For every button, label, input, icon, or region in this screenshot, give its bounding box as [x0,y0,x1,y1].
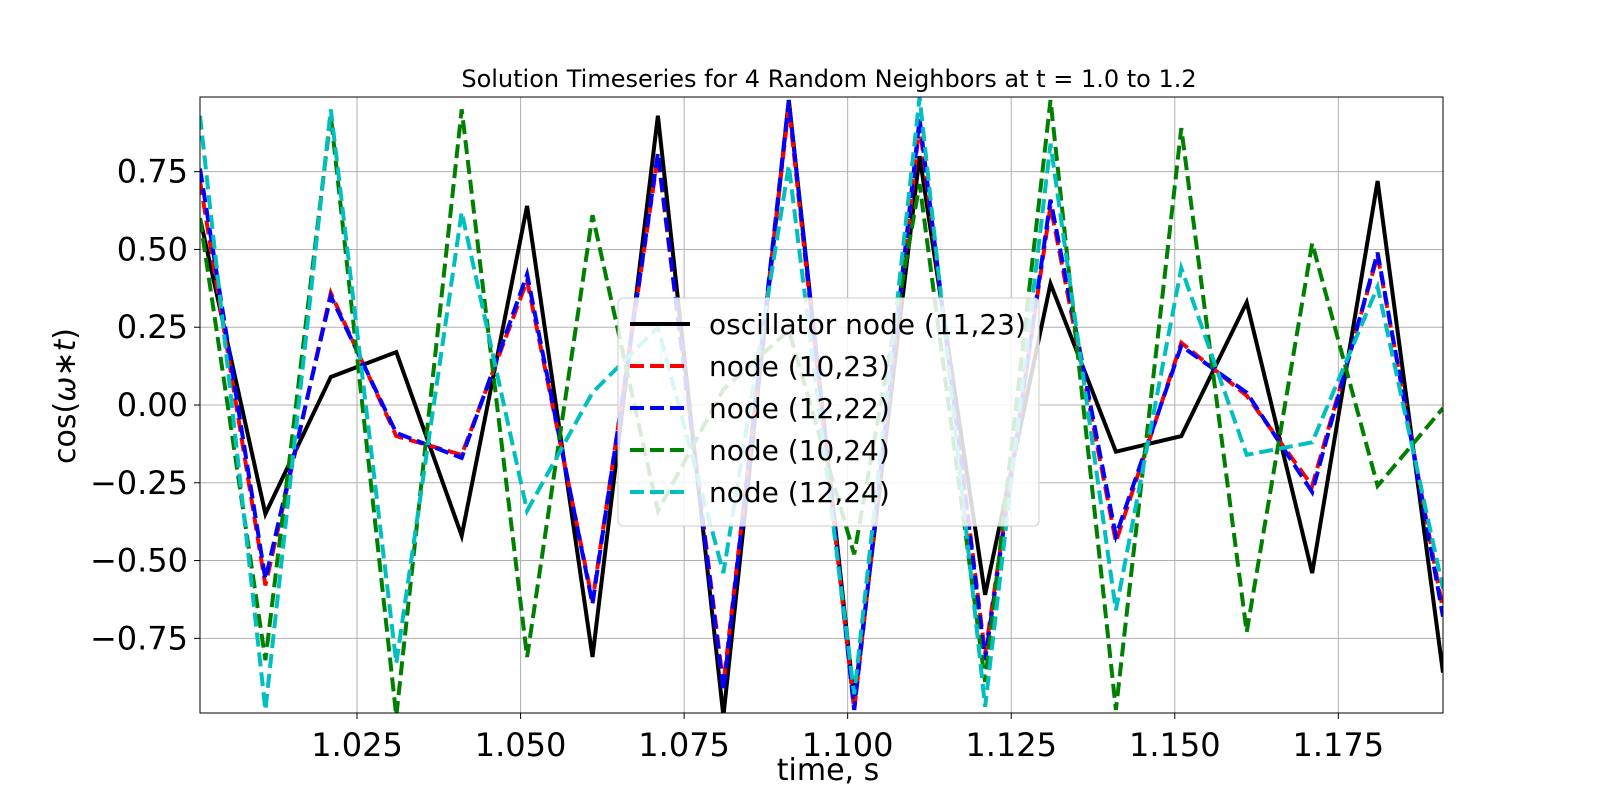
y-axis-label: cos(ω∗t) [48,328,83,464]
y-label-prefix: cos( [48,402,83,464]
y-tick-label: 0.00 [117,386,188,424]
y-tick-label: 0.75 [117,153,188,191]
x-tick-label: 1.100 [802,726,894,764]
y-axis-ticks: 0.75 0.50 0.25 0.00 −0.25 −0.50 −0.75 [90,153,200,657]
x-tick-label: 1.025 [311,726,403,764]
legend-label-4: node (12,24) [709,476,890,509]
x-tick-label: 1.150 [1129,726,1221,764]
y-label-t: t [48,339,83,352]
y-label-suffix: ) [48,328,83,340]
chart-title: Solution Timeseries for 4 Random Neighbo… [461,65,1196,93]
x-tick-label: 1.050 [475,726,567,764]
legend-label-0: oscillator node (11,23) [709,308,1026,341]
y-tick-label: −0.25 [90,464,188,502]
x-tick-label: 1.125 [965,726,1057,764]
legend: oscillator node (11,23) node (10,23) node … [617,297,1040,527]
y-tick-label: 0.50 [117,230,188,268]
y-tick-label: −0.50 [90,542,188,580]
y-tick-label: 0.25 [117,308,188,346]
x-tick-label: 1.075 [638,726,730,764]
y-tick-label: −0.75 [90,619,188,657]
series-line-2 [200,99,1443,711]
legend-label-3: node (10,24) [709,434,890,467]
x-tick-label: 1.175 [1293,726,1385,764]
y-label-star: ∗ [48,352,83,377]
legend-label-1: node (10,23) [709,350,890,383]
x-axis-ticks: 1.025 1.050 1.075 1.100 1.125 1.150 1.175 [311,713,1384,764]
legend-label-2: node (12,22) [709,392,890,425]
y-label-omega: ω [48,377,83,402]
x-axis-label: time, s [777,753,879,788]
legend-box [617,297,1040,527]
